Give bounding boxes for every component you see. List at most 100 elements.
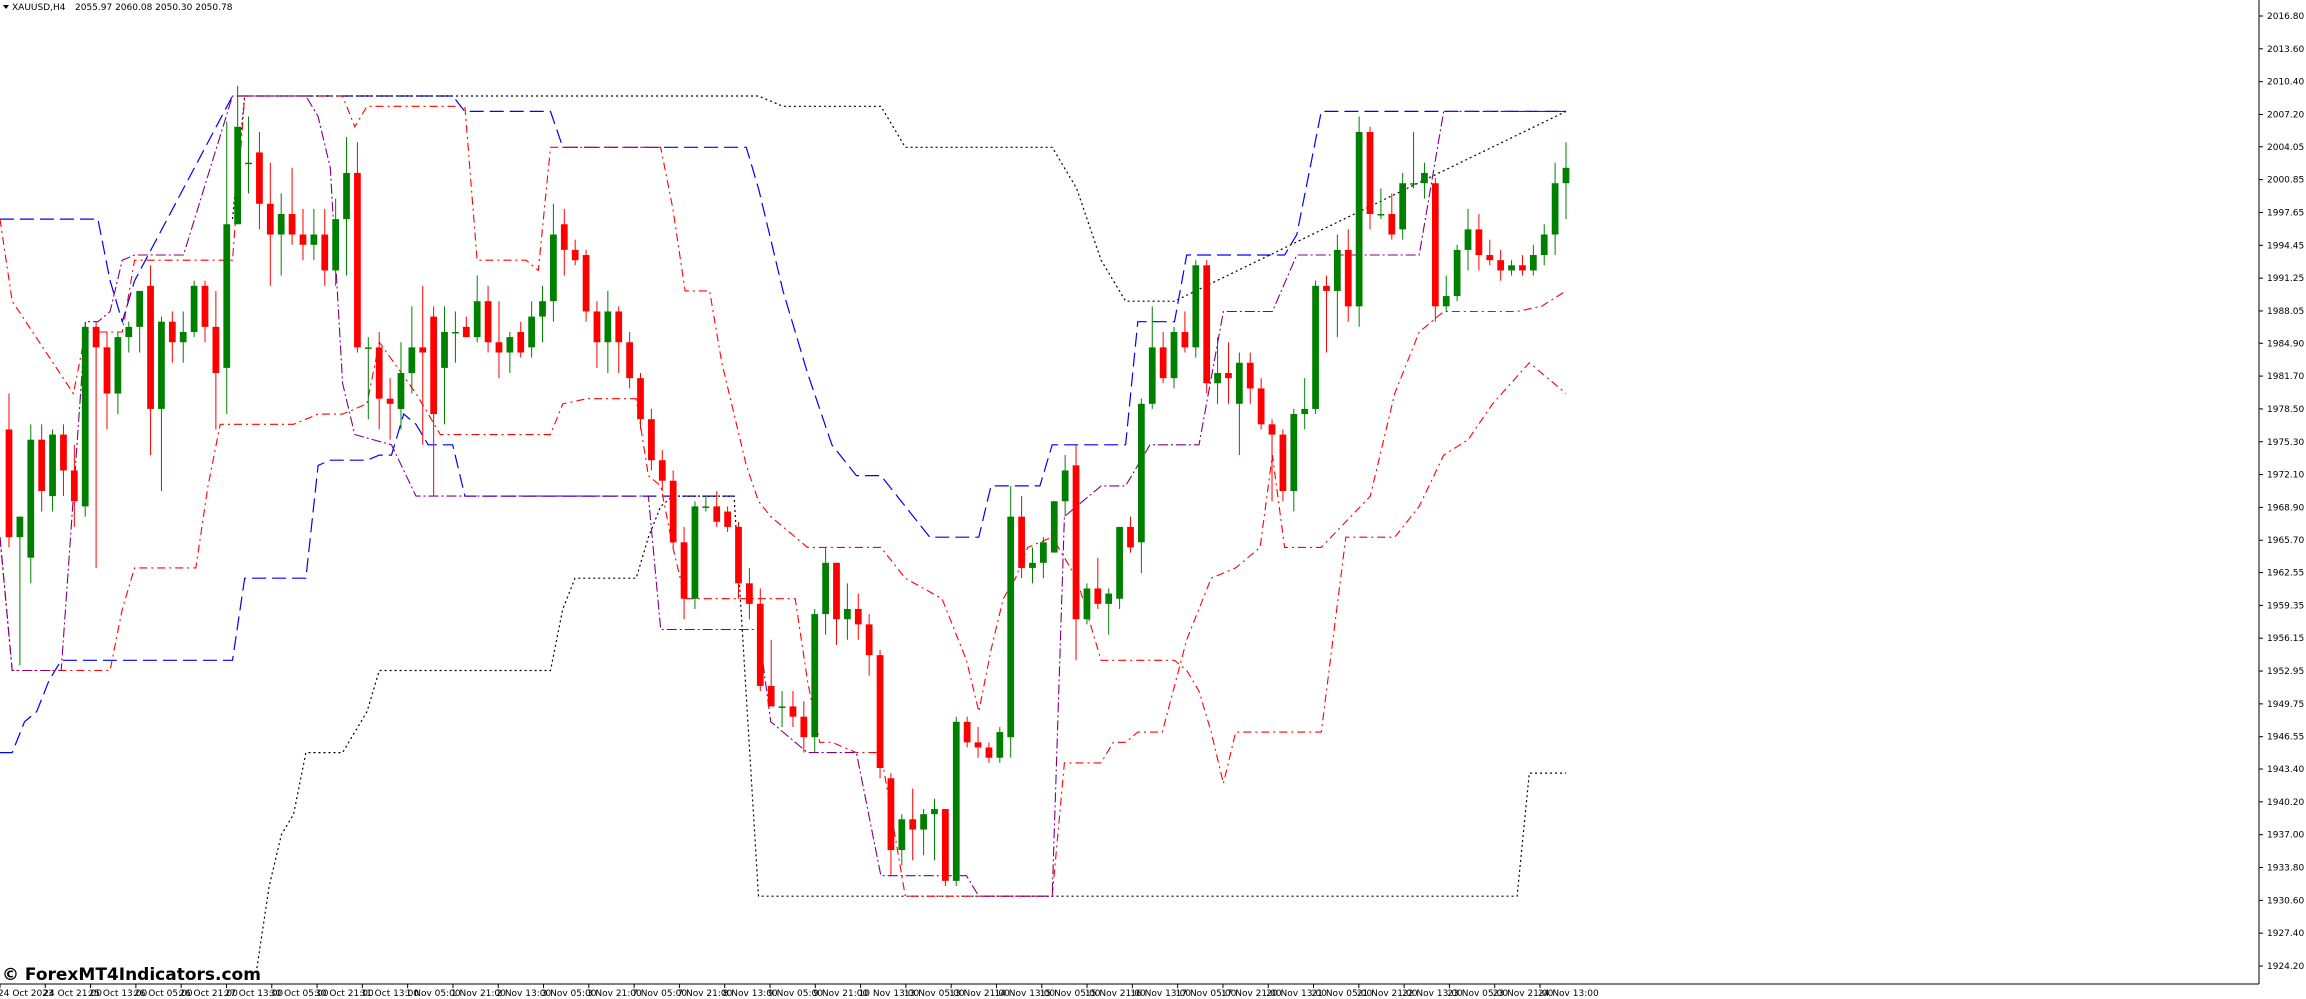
candle <box>626 331 633 389</box>
candle <box>713 491 721 527</box>
time-tick-label: 31 Oct 13:00 <box>360 989 419 999</box>
candle-body <box>103 347 111 394</box>
candle <box>560 208 568 276</box>
candle <box>1050 501 1058 553</box>
candle <box>266 162 274 286</box>
candle <box>1399 172 1407 240</box>
candle <box>419 285 427 445</box>
candle <box>1529 244 1537 276</box>
indicator-lines <box>0 95 1567 969</box>
candle <box>16 516 24 666</box>
candle-body <box>168 321 176 343</box>
candle-body <box>60 434 67 471</box>
candle-body <box>245 162 252 165</box>
candle-body <box>637 378 644 420</box>
candle-body <box>822 562 829 615</box>
candle-body <box>1116 526 1123 599</box>
candle-body <box>724 511 731 527</box>
price-tick-label: 1981.70 <box>2267 372 2304 382</box>
candle <box>822 547 829 635</box>
candle-body <box>626 342 633 379</box>
candle-body <box>1290 414 1298 491</box>
time-tick-label: 10 Nov 13:00 <box>859 989 920 999</box>
candle <box>1105 588 1113 635</box>
candle-body <box>147 285 154 409</box>
price-axis[interactable]: 2016.80 2013.60 2010.40 2007.20 2004.05 2000.… <box>2259 12 2304 972</box>
candle <box>1475 214 1483 271</box>
candle <box>332 198 340 286</box>
candle-body <box>735 526 742 584</box>
candle-body <box>223 224 231 368</box>
candle <box>386 378 394 440</box>
candle <box>484 285 492 353</box>
candle <box>876 650 884 779</box>
time-tick-label: 24 Oct 2023 <box>0 989 54 999</box>
candle-body <box>212 326 220 374</box>
candle-body <box>1508 265 1515 271</box>
candle <box>604 290 612 374</box>
candle-body <box>1007 516 1015 738</box>
candle-body <box>16 516 24 538</box>
candle <box>1257 378 1265 430</box>
candle-body <box>1072 465 1080 620</box>
candle <box>147 265 154 456</box>
time-tick-label: 24 Nov 13:00 <box>1538 989 1599 999</box>
candle-body <box>560 224 568 250</box>
ohlc-readout: 2055.97 2060.08 2050.30 2050.78 <box>75 3 233 13</box>
candle <box>648 408 655 471</box>
candle <box>550 203 557 322</box>
candle <box>1562 142 1570 220</box>
candle-body <box>604 311 612 343</box>
indicator-line-red-dashdot-lower <box>0 290 1567 897</box>
price-tick-label: 1975.30 <box>2267 438 2304 448</box>
candle <box>114 331 122 415</box>
chevron-down-icon[interactable] <box>3 5 9 9</box>
candle-body <box>1214 373 1221 384</box>
candle <box>1540 224 1548 266</box>
candle <box>1083 583 1091 625</box>
candle <box>1497 249 1505 281</box>
candle-body <box>648 419 655 461</box>
price-tick-label: 1968.90 <box>2267 503 2304 513</box>
candle <box>136 290 144 353</box>
candle-body <box>1388 214 1396 235</box>
candle <box>724 506 731 533</box>
candle-body <box>364 347 372 349</box>
candle <box>321 208 329 286</box>
candle <box>49 429 56 512</box>
candle <box>430 306 438 497</box>
candle-body <box>1203 265 1211 384</box>
candle-body <box>1540 234 1548 256</box>
candle-body <box>593 311 601 343</box>
candle-body <box>1551 183 1559 235</box>
candle <box>27 424 35 584</box>
candle-body <box>125 326 133 338</box>
candle-body <box>778 706 786 708</box>
candle-body <box>963 721 971 743</box>
price-tick-label: 1943.40 <box>2267 765 2304 775</box>
time-tick-label: 30 Oct 21:00 <box>315 989 374 999</box>
candle-body <box>179 331 187 343</box>
candle-body <box>1181 331 1189 348</box>
candle-body <box>190 285 198 332</box>
candle <box>223 121 231 415</box>
time-tick-label: 1 Nov 21:00 <box>451 989 506 999</box>
price-tick-label: 1946.55 <box>2267 733 2304 743</box>
candle <box>1442 275 1450 312</box>
candle <box>702 496 710 512</box>
candle-body <box>452 331 459 334</box>
candle-body <box>1453 249 1461 297</box>
candle <box>931 798 938 861</box>
candle-body <box>332 219 340 271</box>
candle <box>1410 131 1417 189</box>
candle-body <box>920 814 927 830</box>
price-tick-label: 1962.55 <box>2267 569 2304 579</box>
candle-body <box>1323 285 1330 291</box>
candle <box>1094 557 1102 609</box>
price-tick-label: 2010.40 <box>2267 78 2304 88</box>
price-tick-label: 1949.75 <box>2267 700 2304 710</box>
candle-body <box>539 301 546 317</box>
